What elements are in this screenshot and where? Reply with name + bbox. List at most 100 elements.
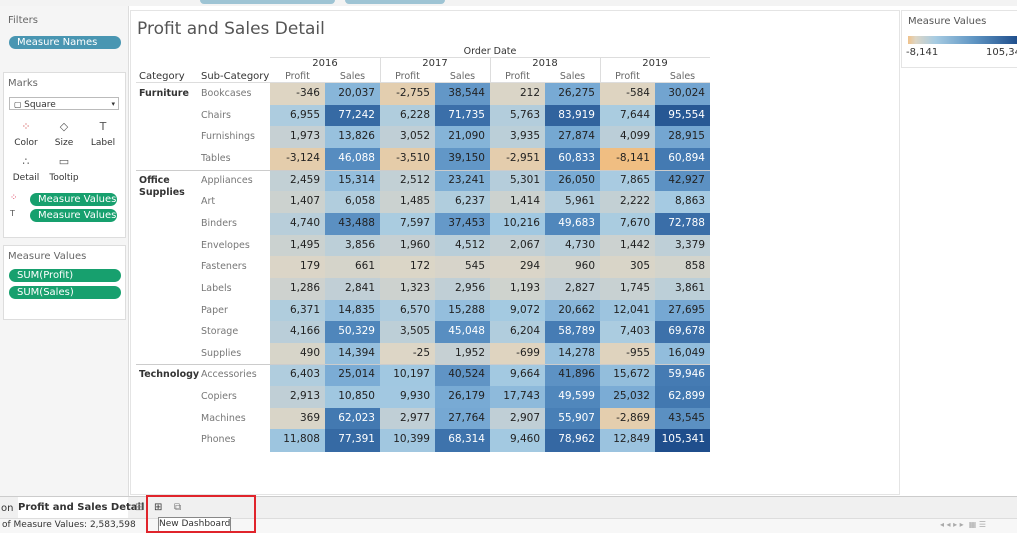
mark-button-icon: T [99,120,107,133]
cell: 50,329 [325,321,380,344]
cell: 6,955 [270,104,325,127]
cell: 7,597 [380,212,435,236]
marks-pill[interactable]: Measure Values [30,193,117,206]
marks-pill[interactable]: Measure Values [30,209,117,222]
measure-header: Sales [559,71,586,82]
cell: -3,124 [270,147,325,171]
cell: 12,041 [600,299,655,322]
cell: 1,952 [435,342,490,365]
cell: 9,930 [380,386,435,409]
cell: 9,072 [490,299,545,322]
cell: 1,323 [380,277,435,300]
cell: 7,403 [600,321,655,344]
filters-title: Filters [8,15,38,26]
cell: 3,856 [325,234,380,257]
cell: 1,286 [270,277,325,300]
cell: 14,835 [325,299,380,322]
cell: 43,545 [655,407,710,430]
cell: 49,599 [545,386,600,409]
cell: 6,058 [325,191,380,214]
sub-category: Binders [201,217,237,229]
cell: 305 [600,256,655,279]
cell: 20,662 [545,299,600,322]
row-header: Sub-Category [201,71,270,82]
cell: 4,166 [270,321,325,344]
measure-header: Profit [615,71,640,82]
mark-type-dropdown[interactable]: ▢ Square ▾ [9,97,119,110]
sub-category: Tables [201,152,231,164]
cell: 661 [325,256,380,279]
cell: 3,935 [490,126,545,149]
cell: -2,755 [380,83,435,106]
measure-values-card [3,245,126,320]
sub-category: Fasteners [201,261,247,273]
mark-button-label[interactable]: Label [90,138,116,148]
sub-category: Accessories [201,369,257,381]
measure-header: Profit [285,71,310,82]
cell: 490 [270,342,325,365]
year-header: 2018 [532,58,558,69]
legend-max: 105,341 [986,47,1017,58]
cell: 17,743 [490,386,545,409]
cell: 2,907 [490,407,545,430]
nav-controls: ◂ ◂ ▸ ▸ ▦ ☰ [940,520,987,529]
measure-pill[interactable]: SUM(Sales) [9,286,121,299]
cell: 59,946 [655,364,710,387]
cell: 3,861 [655,277,710,300]
cell: 6,403 [270,364,325,387]
cell: 68,314 [435,429,490,452]
cell: 3,052 [380,126,435,149]
group-divider [136,169,710,171]
sub-category: Labels [201,282,232,294]
year-divider [490,57,491,83]
cell: -25 [380,342,435,365]
year-header: 2019 [642,58,668,69]
group-divider [136,364,710,366]
cell: 2,459 [270,169,325,192]
cell: 5,961 [545,191,600,214]
cell: 43,488 [325,212,380,236]
cell: 4,099 [600,126,655,149]
cell: 2,841 [325,277,380,300]
cell: 83,919 [545,104,600,127]
cell: 1,407 [270,191,325,214]
year-header: 2016 [312,58,338,69]
cell: -2,869 [600,407,655,430]
mark-button-label[interactable]: Color [14,138,38,148]
category: Technology [139,369,200,381]
cell: 20,037 [325,83,380,106]
mark-button-label[interactable]: Detail [12,173,40,183]
legend-title: Measure Values [908,16,987,27]
cell: 60,833 [545,147,600,171]
cell: 39,150 [435,147,490,171]
partial-tab[interactable]: on [1,503,14,514]
active-tab[interactable]: Profit and Sales Detail [18,497,144,518]
cell: 42,927 [655,169,710,192]
sub-category: Storage [201,326,239,338]
filter-pill[interactable]: Measure Names [9,36,121,49]
measure-header: Profit [505,71,530,82]
cell: 1,414 [490,191,545,214]
cell: 1,973 [270,126,325,149]
cell: 15,314 [325,169,380,192]
mark-button-label[interactable]: Tooltip [49,173,79,183]
cell: 28,915 [655,126,710,149]
mark-type: Square [24,100,56,110]
cell: 41,896 [545,364,600,387]
measure-values-title: Measure Values [8,251,87,262]
cell: 5,301 [490,169,545,192]
new-dashboard-icon[interactable]: ⊞ [154,502,163,513]
cell: 858 [655,256,710,279]
measure-pill[interactable]: SUM(Profit) [9,269,121,282]
cell: 7,670 [600,212,655,236]
mark-button-label[interactable]: Size [54,138,74,148]
cell: 12,849 [600,429,655,452]
new-story-icon[interactable]: ⧉ [174,502,182,513]
cell: 172 [380,256,435,279]
cell: 960 [545,256,600,279]
cell: -699 [490,342,545,365]
cell: 26,179 [435,386,490,409]
cell: 26,050 [545,169,600,192]
new-sheet-icon[interactable]: ⊞ [135,502,144,513]
cell: 9,460 [490,429,545,452]
